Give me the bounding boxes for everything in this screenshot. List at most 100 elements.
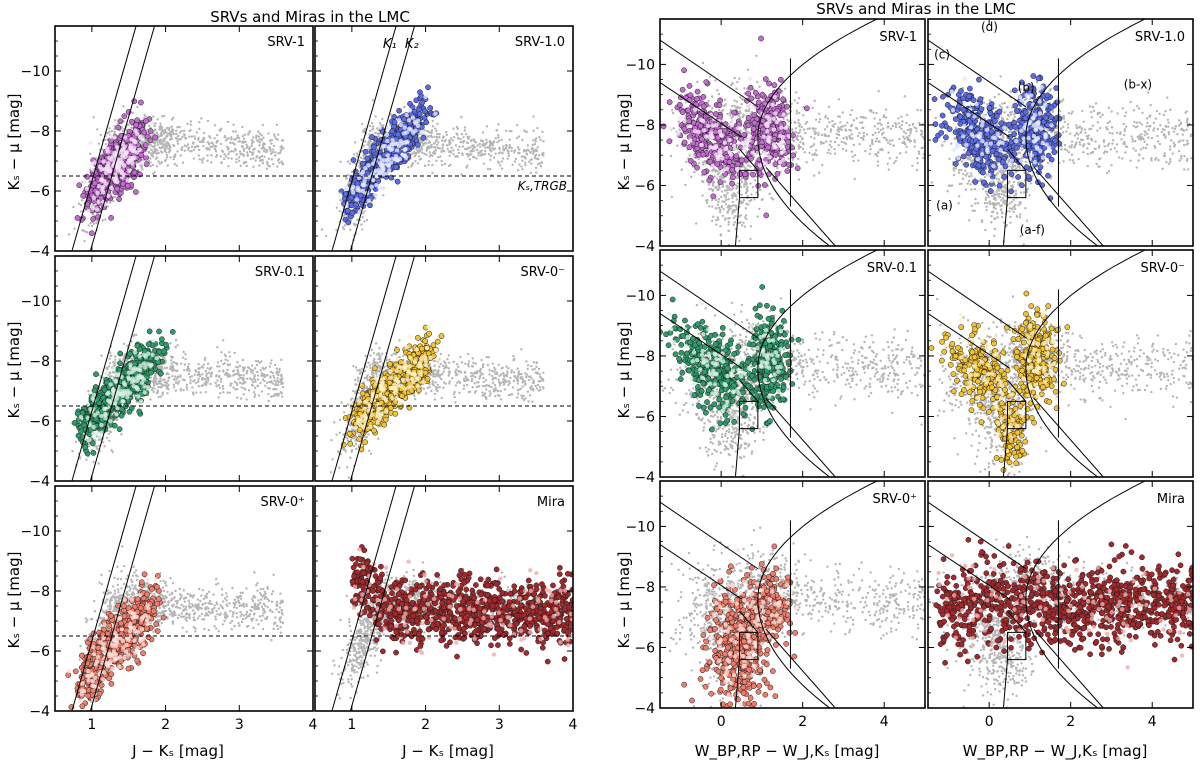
- background-star: [206, 367, 209, 370]
- density-core-point: [388, 160, 394, 165]
- background-star: [97, 444, 101, 447]
- density-core-point: [373, 192, 378, 198]
- density-core-point: [114, 165, 119, 170]
- background-star: [220, 161, 224, 164]
- background-star: [210, 154, 213, 157]
- background-star: [192, 141, 195, 144]
- background-star: [517, 135, 521, 138]
- variable-star-point: [143, 161, 150, 168]
- background-star: [159, 385, 162, 389]
- background-star: [477, 154, 480, 157]
- background-star: [156, 389, 159, 392]
- density-core-point: [121, 146, 126, 152]
- background-star: [86, 403, 89, 406]
- background-star: [498, 146, 501, 150]
- background-star: [166, 144, 169, 147]
- background-star: [443, 162, 447, 166]
- background-star: [268, 139, 272, 142]
- background-star: [277, 133, 280, 136]
- background-star: [237, 156, 241, 159]
- background-star: [272, 388, 275, 391]
- background-star: [403, 105, 406, 109]
- background-star: [483, 152, 487, 156]
- background-star: [215, 133, 219, 137]
- background-star: [232, 138, 236, 141]
- background-star: [242, 153, 245, 156]
- background-star: [362, 144, 366, 147]
- background-star: [531, 143, 534, 147]
- background-star: [269, 376, 272, 379]
- background-star: [209, 366, 213, 369]
- background-star: [540, 161, 543, 164]
- background-star: [512, 151, 516, 154]
- background-star: [259, 381, 262, 385]
- background-star: [421, 151, 424, 155]
- background-star: [516, 146, 520, 149]
- background-star: [250, 139, 254, 142]
- background-star: [200, 365, 203, 369]
- background-star: [422, 144, 425, 147]
- density-core-point: [96, 183, 102, 189]
- background-star: [536, 146, 539, 149]
- background-star: [435, 159, 438, 163]
- background-star: [271, 151, 274, 154]
- background-star: [411, 152, 414, 155]
- background-star: [176, 382, 180, 385]
- background-star: [253, 367, 257, 370]
- background-star: [278, 369, 281, 373]
- background-star: [258, 138, 261, 141]
- background-star: [219, 377, 223, 381]
- variable-star-point: [76, 182, 83, 189]
- background-star: [175, 132, 178, 136]
- variable-star-point: [121, 113, 128, 120]
- background-star: [152, 384, 156, 387]
- background-star: [475, 157, 478, 160]
- background-star: [114, 358, 117, 362]
- background-star: [172, 144, 176, 148]
- background-star: [156, 141, 159, 144]
- background-star: [428, 146, 431, 150]
- background-star: [200, 377, 204, 380]
- background-star: [407, 165, 410, 169]
- background-star: [206, 119, 210, 123]
- background-star: [162, 384, 165, 387]
- background-star: [261, 372, 264, 375]
- background-star: [133, 333, 136, 337]
- background-star: [193, 379, 196, 382]
- background-star: [538, 136, 541, 139]
- background-star: [231, 130, 235, 133]
- background-star: [359, 156, 363, 160]
- background-star: [220, 350, 223, 354]
- background-star: [510, 146, 514, 150]
- background-star: [518, 163, 521, 166]
- background-star: [214, 375, 218, 378]
- background-star: [171, 374, 174, 378]
- background-star: [211, 141, 214, 145]
- background-star: [163, 149, 166, 153]
- density-core-point: [366, 198, 372, 203]
- background-star: [108, 439, 111, 443]
- background-star: [539, 164, 543, 168]
- k1-line-label: K₁: [383, 37, 397, 52]
- background-star: [538, 162, 542, 165]
- variable-star-point: [413, 97, 420, 104]
- background-star: [367, 142, 370, 146]
- background-star: [523, 156, 527, 159]
- background-star: [256, 130, 260, 133]
- background-star: [526, 144, 530, 147]
- variable-star-point: [138, 152, 145, 159]
- background-star: [265, 160, 269, 164]
- background-star: [238, 150, 242, 153]
- background-star: [250, 383, 254, 386]
- variable-star-point: [395, 131, 401, 138]
- background-star: [484, 146, 487, 150]
- background-star: [462, 136, 465, 139]
- background-star: [194, 145, 197, 149]
- background-star: [118, 358, 121, 361]
- density-core-point: [100, 184, 106, 190]
- background-star: [260, 360, 263, 363]
- background-star: [251, 151, 254, 155]
- panel-frame: [314, 25, 574, 252]
- background-star: [186, 148, 190, 151]
- background-star: [256, 360, 260, 363]
